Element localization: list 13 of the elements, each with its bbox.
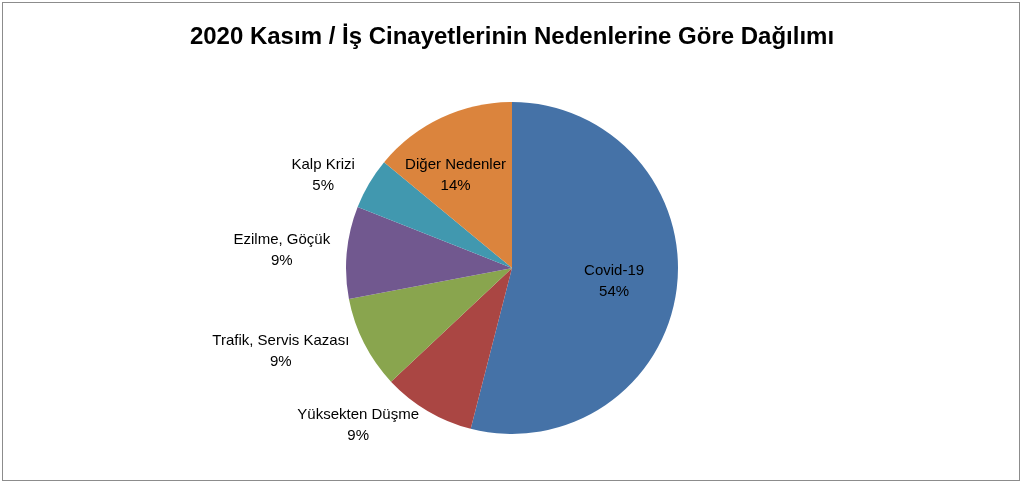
data-label: 54% bbox=[599, 281, 630, 299]
chart-title: 2020 Kasım / İş Cinayetlerinin Nedenlerine Göre Dağılımı bbox=[188, 22, 836, 50]
slice-label: Covid-19 bbox=[584, 260, 645, 278]
slice-label: Diğer Nedenler bbox=[405, 154, 506, 172]
data-label: 9% bbox=[347, 425, 370, 443]
data-label: 9% bbox=[271, 251, 293, 269]
data-label: 9% bbox=[269, 351, 292, 369]
slice-label: Kalp Krizi bbox=[291, 154, 355, 172]
slice-label: Ezilme, Göçük bbox=[233, 230, 331, 248]
data-label: 5% bbox=[312, 175, 334, 193]
slice-label: Trafik, Servis Kazası bbox=[212, 330, 350, 348]
data-label: 14% bbox=[440, 175, 471, 193]
slice-label: Yüksekten Düşme bbox=[297, 404, 420, 422]
